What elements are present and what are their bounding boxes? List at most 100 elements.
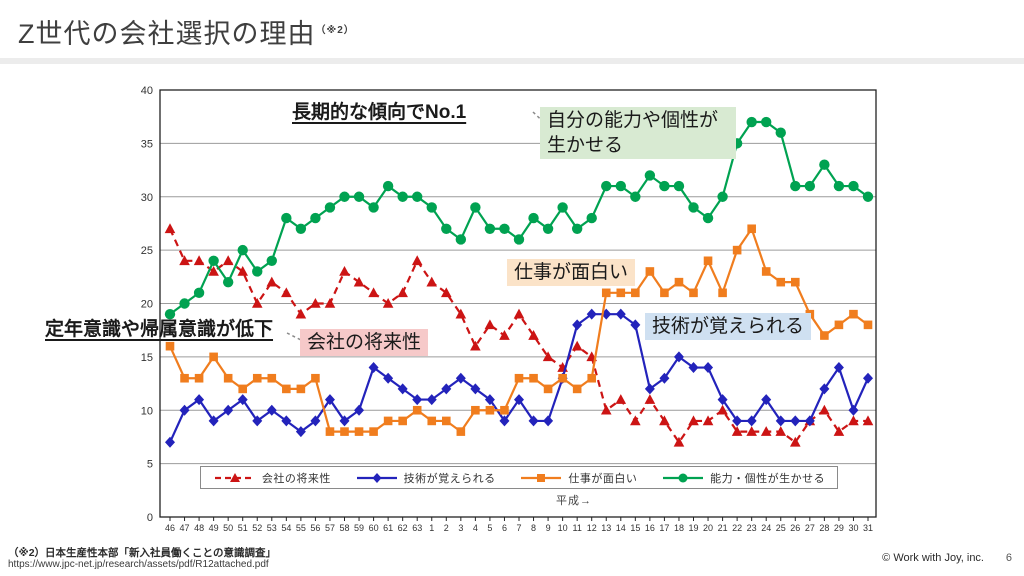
marker-triangle: [673, 436, 685, 447]
marker-square: [311, 373, 320, 383]
y-tick-label: 40: [141, 85, 153, 97]
marker-circle: [397, 191, 408, 202]
x-tick-label: 7: [516, 523, 521, 533]
marker-triangle: [819, 404, 830, 415]
marker-diamond: [746, 415, 757, 427]
marker-square: [194, 373, 204, 383]
x-tick-label: 19: [688, 523, 698, 533]
marker-circle: [557, 202, 568, 213]
marker-triangle: [310, 298, 321, 308]
marker-triangle: [179, 255, 190, 266]
marker-triangle: [484, 319, 496, 330]
marker-triangle: [470, 340, 481, 351]
chart-area: 0 5 10 15 20 25 30 35 40 46 47 48 49 50 51 52 53 54 55 56 57…: [0, 66, 1024, 536]
x-tick-label: 59: [354, 523, 364, 533]
marker-circle: [746, 116, 757, 128]
marker-circle: [368, 202, 379, 213]
marker-diamond: [397, 383, 408, 395]
x-tick-label: 47: [180, 523, 190, 533]
marker-square: [689, 288, 698, 298]
x-tick-label: 14: [616, 523, 626, 533]
marker-square: [456, 427, 466, 436]
marker-square: [616, 288, 626, 298]
plot-border: [159, 89, 877, 518]
marker-triangle: [193, 255, 205, 266]
x-tick-label: 20: [703, 523, 713, 533]
marker-diamond: [194, 394, 205, 406]
marker-circle: [528, 212, 539, 224]
marker-square: [674, 277, 684, 287]
marker-circle: [353, 191, 365, 202]
marker-square: [718, 288, 727, 298]
marker-diamond: [237, 394, 248, 406]
marker-triangle: [426, 276, 438, 287]
marker-triangle: [251, 298, 263, 308]
marker-circle: [441, 223, 452, 234]
marker-diamond: [339, 415, 350, 427]
marker-diamond: [790, 415, 801, 427]
marker-triangle: [571, 340, 583, 351]
marker-square: [790, 277, 800, 287]
marker-diamond: [833, 362, 844, 374]
marker-diamond: [252, 415, 263, 427]
marker-square: [863, 320, 873, 330]
marker-diamond: [383, 372, 394, 384]
marker-diamond: [354, 404, 365, 416]
marker-diamond: [615, 308, 626, 320]
marker-diamond: [165, 436, 175, 448]
x-tick-label: 18: [674, 523, 684, 533]
marker-square: [776, 277, 786, 287]
marker-square: [820, 331, 829, 340]
y-tick-label: 15: [141, 352, 153, 364]
marker-triangle: [615, 394, 627, 404]
x-tick-label: 57: [325, 523, 335, 533]
x-tick-label: 48: [194, 523, 204, 533]
marker-diamond: [848, 404, 859, 416]
marker-triangle: [382, 298, 394, 308]
marker-triangle: [164, 223, 176, 234]
marker-triangle: [208, 265, 219, 276]
marker-triangle: [397, 287, 408, 298]
y-tick-label: 5: [147, 459, 153, 471]
annotation-decline-note: 定年意識や帰属意識が低下: [45, 319, 274, 340]
marker-square: [761, 267, 771, 276]
marker-circle: [382, 180, 394, 192]
x-tick-label: 56: [310, 523, 320, 533]
marker-square: [354, 427, 364, 436]
marker-circle: [659, 180, 670, 192]
marker-triangle: [862, 415, 874, 426]
marker-circle: [775, 127, 786, 138]
marker-circle: [702, 212, 714, 224]
marker-diamond: [717, 394, 728, 406]
marker-square: [747, 224, 756, 234]
marker-diamond: [804, 415, 815, 427]
legend-item-2: 仕事が面白い: [519, 470, 637, 486]
marker-diamond: [586, 308, 597, 320]
marker-circle: [310, 212, 321, 224]
marker-square: [500, 405, 509, 415]
x-tick-label: 25: [776, 523, 786, 533]
marker-circle: [208, 255, 219, 266]
marker-square: [383, 416, 393, 426]
y-tick-label: 20: [141, 299, 153, 311]
marker-diamond: [819, 383, 830, 395]
marker-square: [834, 320, 844, 330]
legend-label-3: 能力・個性が生かせる: [710, 472, 826, 485]
marker-square: [645, 267, 655, 276]
marker-circle: [499, 223, 510, 234]
marker-diamond: [484, 394, 495, 406]
legend-label-1: 技術が覚えられる: [403, 472, 496, 485]
x-tick-label: 16: [645, 523, 655, 533]
marker-square: [558, 373, 567, 383]
marker-triangle: [440, 287, 452, 298]
page-title: Z世代の会社選択の理由（※2）: [18, 12, 355, 51]
marker-square: [601, 288, 611, 298]
marker-diamond: [659, 372, 670, 384]
marker-square: [412, 405, 422, 415]
marker-circle: [193, 287, 205, 299]
x-tick-label: 58: [339, 523, 349, 533]
footnote-url: https://www.jpc-net.jp/research/assets/p…: [8, 559, 269, 570]
marker-triangle: [542, 351, 554, 362]
page-number: 6: [1005, 552, 1012, 564]
